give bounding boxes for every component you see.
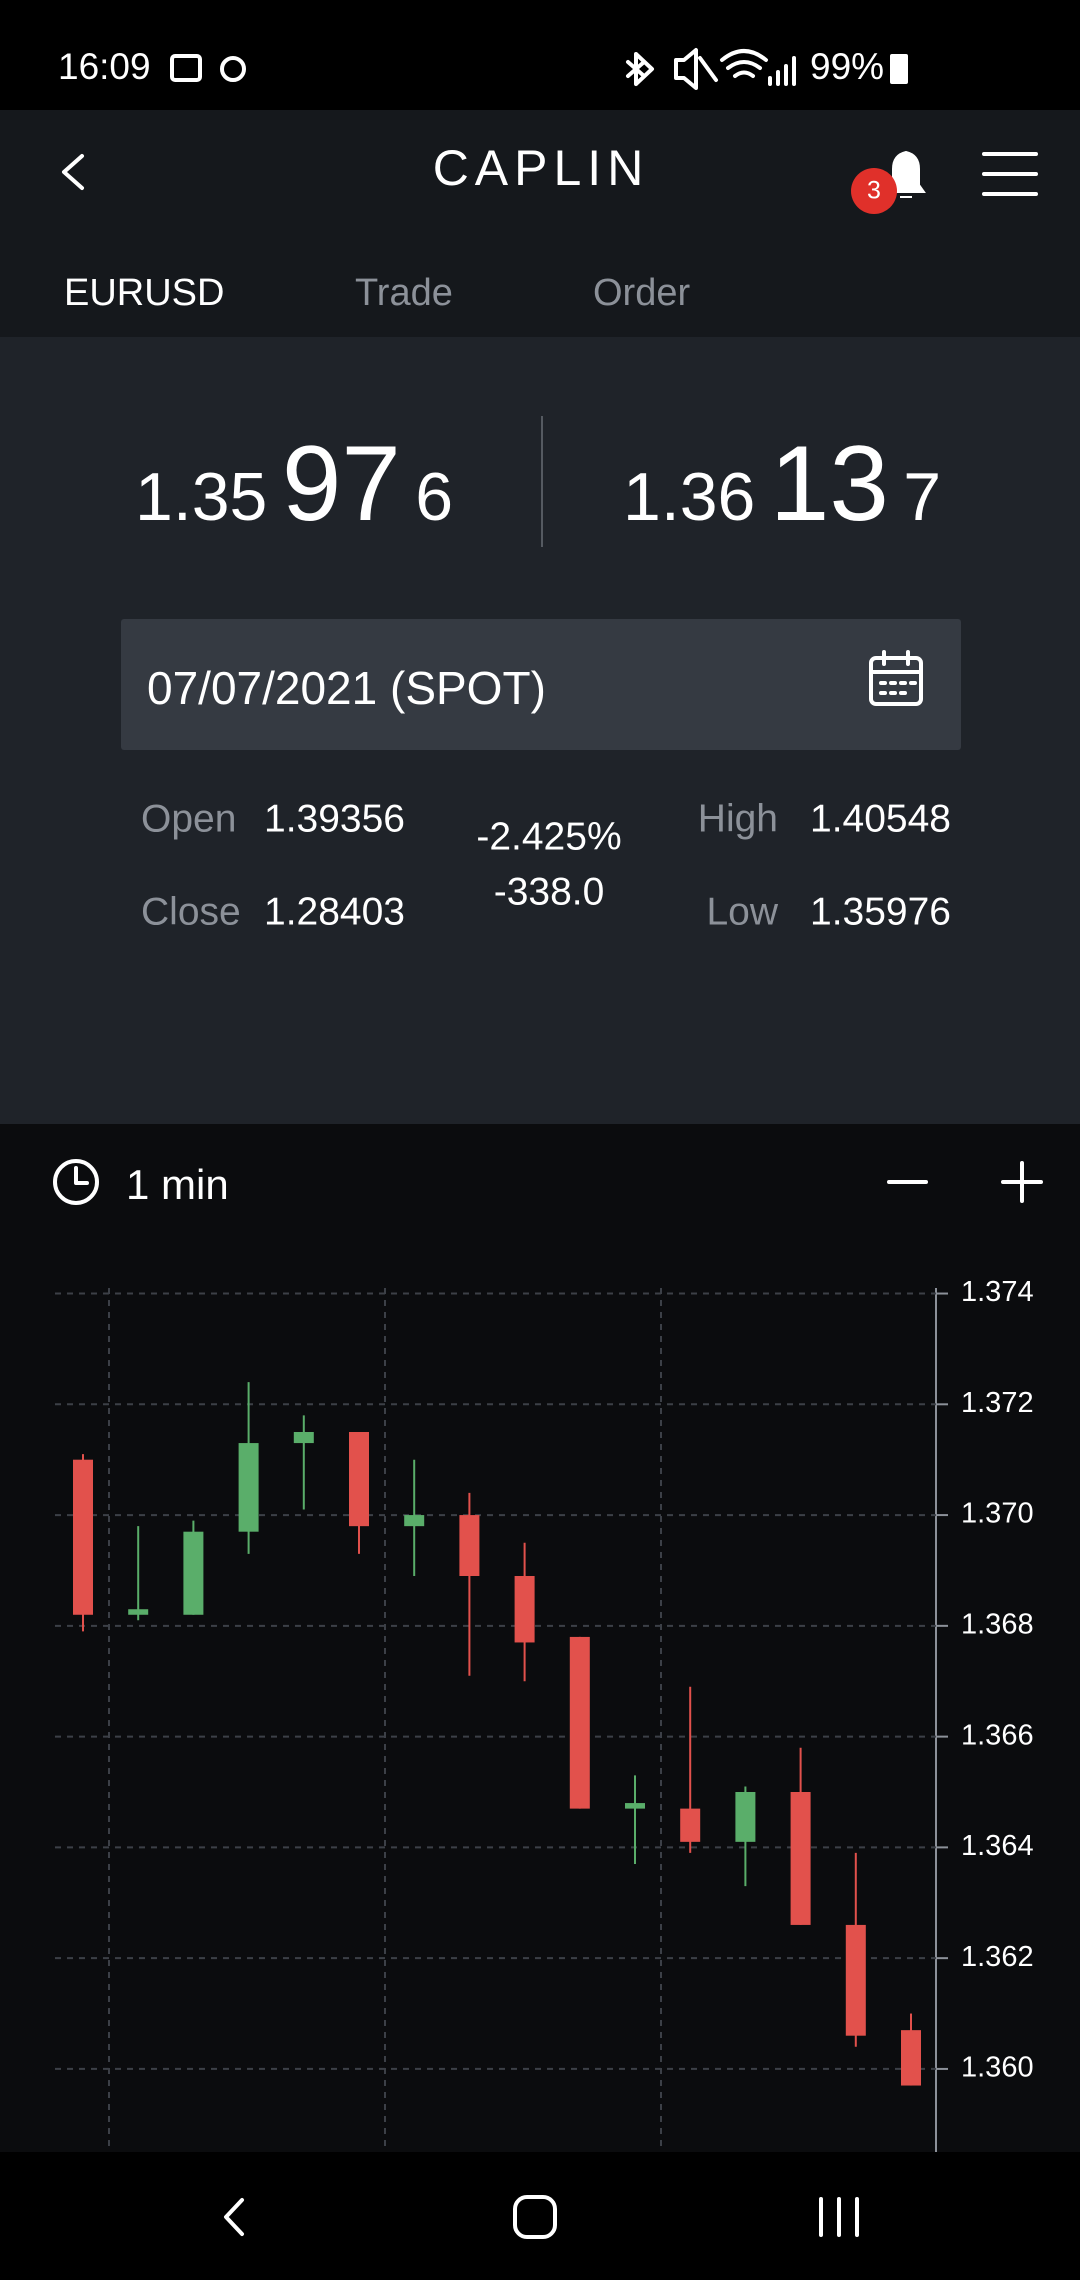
y-tick-label: 1.364 <box>961 1830 1034 1862</box>
candle-body <box>404 1515 425 1527</box>
candle-body <box>845 1924 866 2036</box>
y-tick-label: 1.362 <box>961 1941 1034 1973</box>
candle-body <box>128 1609 149 1615</box>
tab[interactable]: Trade <box>355 272 453 314</box>
candle-body <box>459 1515 480 1576</box>
calendar-frame <box>869 656 923 706</box>
back-button[interactable] <box>62 154 84 190</box>
notification-count: 3 <box>867 177 881 205</box>
candle-body <box>901 2030 921 2086</box>
stat-value: 1.39356 <box>264 797 405 840</box>
app-icon <box>220 56 246 82</box>
candle-body <box>349 1432 369 1527</box>
candle-body <box>183 1531 204 1615</box>
app-header <box>0 110 1080 337</box>
status-time: 16:09 <box>58 46 151 87</box>
settlement-date: 07/07/2021 (SPOT) <box>147 662 546 714</box>
nav-home[interactable] <box>513 2195 557 2239</box>
stat-label: Low <box>706 890 778 933</box>
interval-label: 1 min <box>126 1161 229 1208</box>
bid-fraction: 6 <box>415 459 453 535</box>
bell-icon <box>886 150 926 198</box>
y-tick-label: 1.370 <box>961 1498 1034 1530</box>
calendar-icon <box>869 650 923 706</box>
ask-price[interactable]: 1.36 13 7 <box>623 423 941 543</box>
candle-body <box>735 1792 756 1842</box>
zoom-in-button[interactable] <box>1001 1161 1043 1203</box>
clock-hands <box>74 1166 89 1185</box>
candle-body <box>238 1443 259 1532</box>
calendar-lines <box>869 650 923 674</box>
candle-body <box>514 1576 535 1643</box>
tab-active[interactable]: EURUSD <box>64 272 224 314</box>
change-percent: -2.425% <box>476 815 621 858</box>
chart-panel <box>0 1124 1080 2152</box>
app-title: CAPLIN <box>433 140 650 196</box>
ask-big-figure: 1.36 <box>623 459 755 535</box>
bid-big-figure: 1.35 <box>135 459 267 535</box>
battery-level: 99% <box>810 46 884 87</box>
y-tick-label: 1.374 <box>961 1276 1034 1308</box>
nav-bar <box>0 2152 1080 2280</box>
candle-body <box>625 1803 645 1809</box>
bluetooth-icon <box>626 52 654 86</box>
gallery-icon <box>170 54 202 82</box>
stat-label: Open <box>141 797 236 840</box>
tab[interactable]: Order <box>593 272 690 314</box>
stat-value: 1.35976 <box>810 890 951 933</box>
interval-selector[interactable]: 1 min <box>53 1159 229 1208</box>
signal-icon <box>768 56 796 86</box>
stat-value: 1.40548 <box>810 797 951 840</box>
status-bar <box>0 0 1080 110</box>
stat-value: 1.28403 <box>264 890 405 933</box>
y-tick-label: 1.372 <box>961 1387 1034 1419</box>
bid-pips: 97 <box>282 423 401 543</box>
clock-icon <box>53 1159 99 1205</box>
ask-fraction: 7 <box>903 459 941 535</box>
plot: 1.374 1.372 1.370 1.368 1.366 1.364 1.362 1.360 <box>55 1276 1034 2152</box>
candle-body <box>73 1459 93 1615</box>
stat-label: Close <box>141 890 241 933</box>
y-tick-label: 1.368 <box>961 1609 1034 1641</box>
y-tick-label: 1.360 <box>961 2052 1034 2084</box>
stat-label: High <box>698 797 778 840</box>
nav-recents[interactable] <box>819 2197 859 2237</box>
wifi-icon <box>720 49 768 78</box>
status-icons <box>170 48 796 90</box>
battery-icon <box>890 54 908 84</box>
notifications-button[interactable]: 3 <box>851 150 926 214</box>
y-tick-label: 1.366 <box>961 1719 1034 1751</box>
calendar-dots <box>879 681 917 695</box>
candle-body <box>293 1432 314 1444</box>
menu-button[interactable] <box>982 152 1038 196</box>
candle-body <box>790 1792 811 1925</box>
candle-body <box>569 1636 590 1809</box>
date-picker[interactable] <box>121 619 961 750</box>
ask-pips: 13 <box>770 423 889 543</box>
change-value: -338.0 <box>494 870 605 913</box>
mute-icon <box>674 48 718 90</box>
bid-price[interactable]: 1.35 97 6 <box>135 423 453 543</box>
notification-badge <box>851 168 897 214</box>
nav-back[interactable] <box>224 2198 244 2236</box>
candle-body <box>680 1808 701 1842</box>
